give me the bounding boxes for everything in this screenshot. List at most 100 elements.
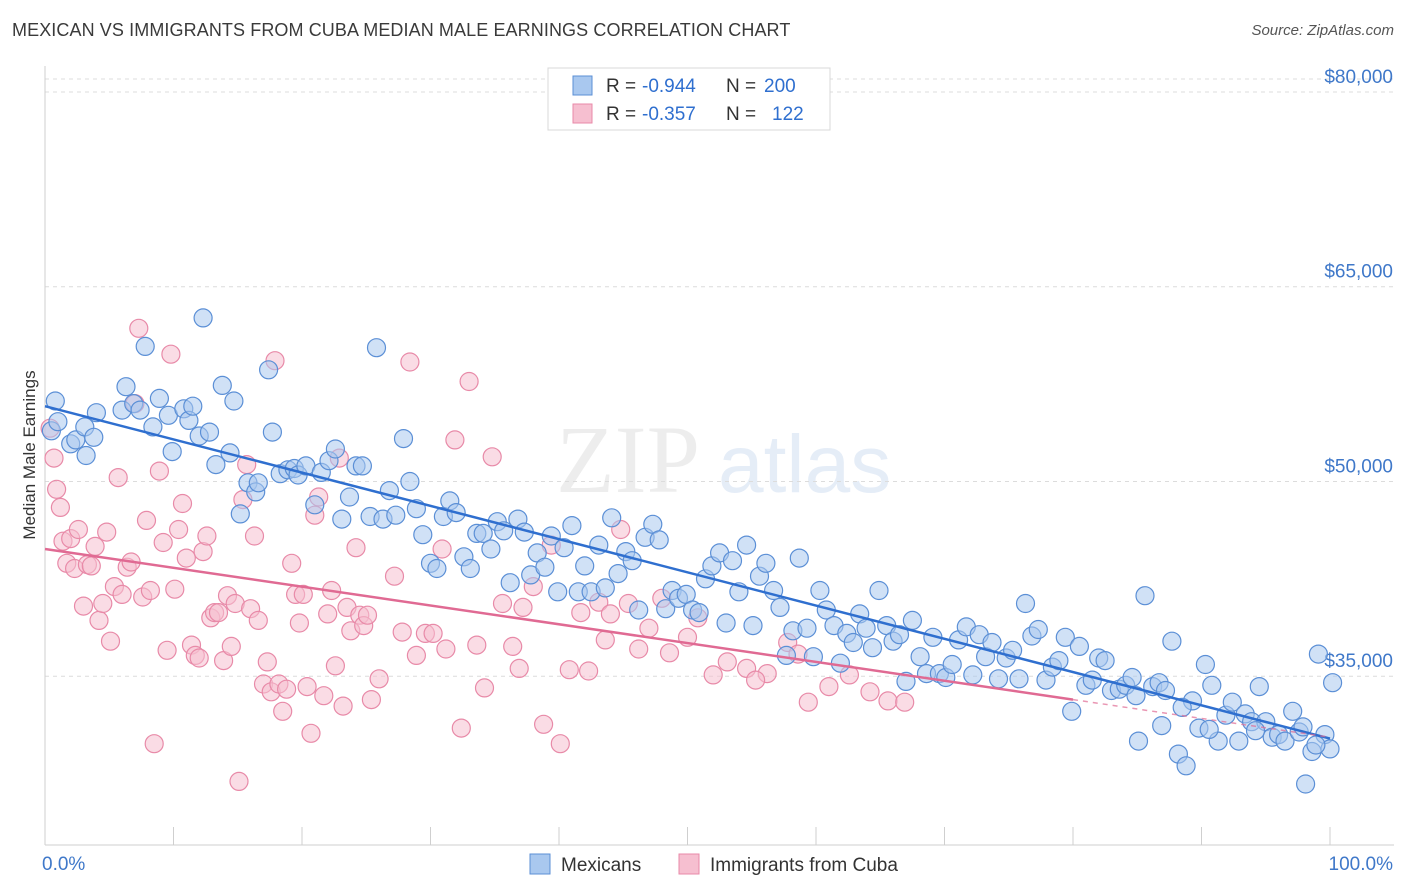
legend-box (547, 67, 831, 131)
legend-n-label-mexicans: N = (726, 76, 756, 97)
mexicans-point (797, 618, 817, 638)
mexicans-point (1028, 619, 1048, 640)
mexicans-point (1283, 701, 1303, 721)
cuba-point (172, 493, 193, 514)
mexicans-point (1306, 735, 1326, 755)
bottom-legend-swatch-cuba (678, 853, 700, 875)
x-ticks (44, 827, 1331, 845)
mexicans-point (393, 429, 414, 449)
cuba-point (392, 622, 412, 642)
mexicans-point (1009, 669, 1029, 689)
mexicans-point (1229, 731, 1249, 751)
cuba-point (244, 526, 265, 546)
cuba-point (293, 584, 313, 605)
cuba-point (333, 696, 353, 716)
mexicans-point (116, 377, 136, 397)
cuba-point (659, 643, 680, 663)
mexicans-point (460, 558, 480, 579)
cuba-point (248, 610, 268, 631)
mexicans-point (427, 558, 447, 579)
mexicans-point (1162, 631, 1182, 651)
cuba-point (44, 448, 64, 468)
mexicans-point (183, 396, 203, 416)
cuba-point (73, 596, 94, 616)
cuba-point (503, 636, 523, 657)
cuba-point (819, 676, 839, 697)
mexicans-point (869, 580, 889, 601)
mexicans-point (856, 618, 876, 638)
mexicans-point (1062, 701, 1082, 721)
mexicans-point (942, 654, 962, 675)
mexicans-point (889, 625, 910, 645)
mexicans-point (716, 613, 736, 633)
mexicans-point (535, 557, 555, 577)
legend-swatch-mexicans (572, 75, 593, 96)
mexicans-point (413, 525, 433, 545)
mexicans-point (1126, 686, 1146, 706)
mexicans-point (1295, 774, 1316, 794)
bottom-legend-label-mexicans: Mexicans (561, 855, 641, 876)
mexicans-point (562, 515, 582, 536)
mexicans-point (149, 388, 169, 408)
mexicans-point (1135, 586, 1155, 606)
mexicans-point (1122, 667, 1142, 688)
series-immigrants-from-cuba (40, 318, 915, 792)
cuba-point (798, 692, 818, 712)
cuba-point (318, 604, 338, 624)
trend-line-cuba (44, 547, 1074, 701)
mexicans-point (325, 439, 345, 459)
cuba-point (97, 522, 117, 542)
cuba-point (153, 532, 173, 553)
cuba-point (112, 584, 132, 605)
mexicans-point (963, 665, 983, 685)
mexicans-point (756, 553, 776, 573)
cuba-point (273, 701, 293, 721)
mexicans-point (736, 535, 757, 555)
cuba-point (703, 665, 723, 685)
mexicans-point (1275, 731, 1295, 751)
cuba-point (89, 610, 109, 631)
trend-line-cuba-extension (1072, 698, 1331, 738)
cuba-point (492, 593, 513, 614)
mexicans-point (548, 582, 568, 602)
mexicans-point (554, 538, 574, 558)
mexicans-point (1249, 676, 1269, 697)
cuba-point (533, 714, 554, 734)
legend-r-value-cuba: -0.357 (642, 104, 696, 125)
mexicans-point (1245, 721, 1266, 741)
cuba-point (193, 541, 213, 562)
cuba-point (509, 658, 529, 679)
legend-r-label-mexicans: R = (606, 76, 636, 97)
mexicans-point (862, 638, 883, 658)
mexicans-point (988, 669, 1009, 689)
cuba-point (745, 670, 766, 690)
mexicans-point (224, 391, 244, 411)
y-axis-title: Median Male Earnings (20, 370, 39, 539)
gridlines (45, 78, 1394, 677)
cuba-point (639, 618, 659, 638)
y-tick-label: $35,000 (1324, 651, 1393, 672)
chart-title: MEXICAN VS IMMIGRANTS FROM CUBA MEDIAN M… (12, 20, 791, 40)
mexicans-point (332, 509, 352, 529)
cuba-point (432, 539, 452, 559)
cuba-point (895, 692, 915, 712)
watermark-atlas: atlas (718, 419, 891, 510)
cuba-point (108, 468, 128, 488)
mexicans-point (193, 308, 213, 328)
cuba-point (165, 579, 185, 599)
mexicans-point (595, 578, 615, 598)
y-tick-label: $65,000 (1324, 262, 1393, 283)
mexicans-point (143, 417, 163, 437)
cuba-point (257, 652, 277, 672)
series-mexicans (41, 308, 1343, 794)
mexicans-point (1308, 644, 1329, 664)
y-tick-label: $50,000 (1324, 456, 1393, 477)
cuba-point (189, 648, 209, 668)
mexicans-point (386, 505, 406, 525)
legend-n-value-mexicans: 200 (764, 76, 796, 97)
mexicans-point (1199, 719, 1219, 740)
cuba-point (369, 669, 389, 689)
x-tick-label-min: 0.0% (42, 854, 85, 875)
mexicans-point (1069, 636, 1090, 657)
cuba-point (550, 734, 570, 754)
